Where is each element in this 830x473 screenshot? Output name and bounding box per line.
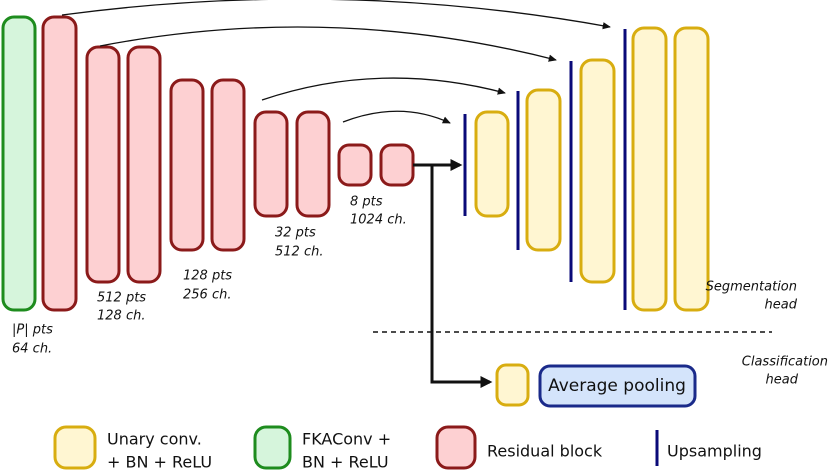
legend-label: Upsampling — [667, 442, 762, 461]
skip-connections — [61, 0, 611, 124]
decoder — [463, 26, 710, 312]
encoder — [1, 15, 415, 312]
size-label: 32 pts — [275, 226, 316, 241]
unary-block — [495, 363, 530, 407]
pooling-box — [538, 364, 697, 408]
legend-label: Unary conv. — [107, 430, 202, 449]
head-label: Classification — [742, 355, 828, 370]
size-label: 512 ch. — [275, 245, 323, 260]
size-label: 8 pts — [350, 195, 383, 210]
pooling-label: Average pooling — [548, 376, 686, 396]
legend-label: FKAConv + — [302, 430, 391, 449]
size-label: 128 ch. — [97, 309, 145, 324]
head-label: head — [766, 373, 799, 388]
size-label: |P| pts — [12, 323, 53, 338]
size-label: 512 pts — [97, 291, 146, 306]
legend-label: Residual block — [487, 442, 603, 461]
size-label: 64 ch. — [12, 342, 52, 357]
size-label: 1024 ch. — [350, 213, 407, 228]
legend-label: BN + ReLU — [302, 453, 389, 472]
flow-arrows — [413, 159, 493, 388]
head-label: Segmentation — [706, 280, 797, 295]
legend: Unary conv. + BN + ReLU FKAConv + BN + R… — [53, 425, 762, 472]
size-label: 256 ch. — [183, 288, 231, 303]
size-label: 128 pts — [183, 269, 232, 284]
head-label: head — [765, 298, 798, 313]
legend-label: + BN + ReLU — [107, 453, 212, 472]
